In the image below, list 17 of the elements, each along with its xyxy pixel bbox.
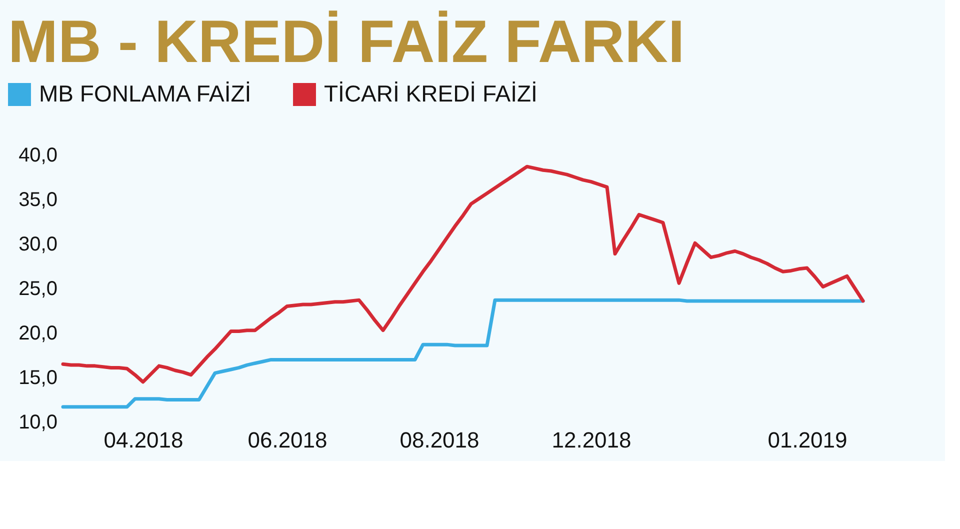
y-tick-label: 40,0 [18,144,58,166]
x-tick-label: 12.2018 [552,428,632,452]
y-tick-label: 20,0 [18,322,58,344]
chart-title: MB - KREDİ FAİZ FARKI [8,8,685,75]
x-tick-label: 08.2018 [400,428,480,452]
x-tick-label: 01.2019 [768,428,848,452]
x-tick-label: 06.2018 [248,428,328,452]
y-tick-label: 35,0 [18,189,58,211]
y-tick-label: 15,0 [18,367,58,389]
legend-label: TİCARİ KREDİ FAİZİ [324,80,538,107]
line-series [61,298,865,409]
legend-label: MB FONLAMA FAİZİ [39,80,252,107]
y-tick-label: 30,0 [18,234,58,256]
y-tick-label: 25,0 [18,278,58,300]
x-tick-label: 04.2018 [104,428,184,452]
y-tick-label: 10,0 [18,412,58,434]
line-series [61,164,865,384]
